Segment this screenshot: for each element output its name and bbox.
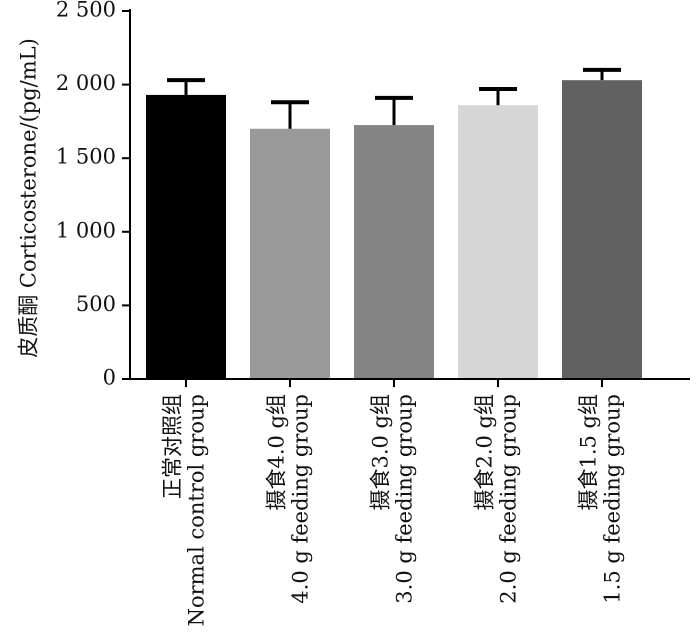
x-category-label-en: 4.0 g feeding group [289, 394, 313, 604]
y-axis: 0 500 1 000 1 500 2 000 2 500 [56, 0, 131, 390]
x-category-label: 正常对照组 Normal control group [161, 394, 209, 626]
y-tick-label: 2 000 [56, 71, 116, 95]
bar [250, 128, 330, 379]
x-category-label-en: Normal control group [185, 394, 209, 626]
x-axis: 正常对照组 Normal control group 摄食4.0 g组 4.0 g f… [130, 378, 690, 626]
bars [146, 67, 642, 380]
y-tick-label: 2 500 [56, 0, 116, 22]
x-category-label-cn: 正常对照组 [161, 394, 185, 499]
x-category-label: 摄食1.5 g组 1.5 g feeding group [577, 394, 625, 604]
bar [354, 125, 434, 379]
x-category-label-en: 1.5 g feeding group [601, 394, 625, 604]
x-category-label: 摄食2.0 g组 2.0 g feeding group [473, 394, 521, 604]
x-category-label: 摄食3.0 g组 3.0 g feeding group [369, 394, 417, 604]
x-category-label: 摄食4.0 g组 4.0 g feeding group [265, 394, 313, 604]
bar [458, 105, 538, 379]
x-category-label-en: 3.0 g feeding group [393, 394, 417, 604]
x-category-label-en: 2.0 g feeding group [497, 394, 521, 604]
y-tick-label: 1 000 [56, 218, 116, 242]
x-category-label-cn: 摄食3.0 g组 [369, 394, 393, 511]
y-tick-label: 500 [76, 292, 116, 316]
x-category-label-cn: 摄食1.5 g组 [577, 394, 601, 511]
y-tick-label: 0 [103, 366, 116, 390]
bar [562, 80, 642, 380]
x-category-label-cn: 摄食2.0 g组 [473, 394, 497, 511]
y-tick-label: 1 500 [56, 145, 116, 169]
bar [146, 94, 226, 380]
x-category-label-cn: 摄食4.0 g组 [265, 394, 289, 511]
y-axis-label: 皮质酮 Corticosterone/(pg/mL) [17, 38, 41, 358]
